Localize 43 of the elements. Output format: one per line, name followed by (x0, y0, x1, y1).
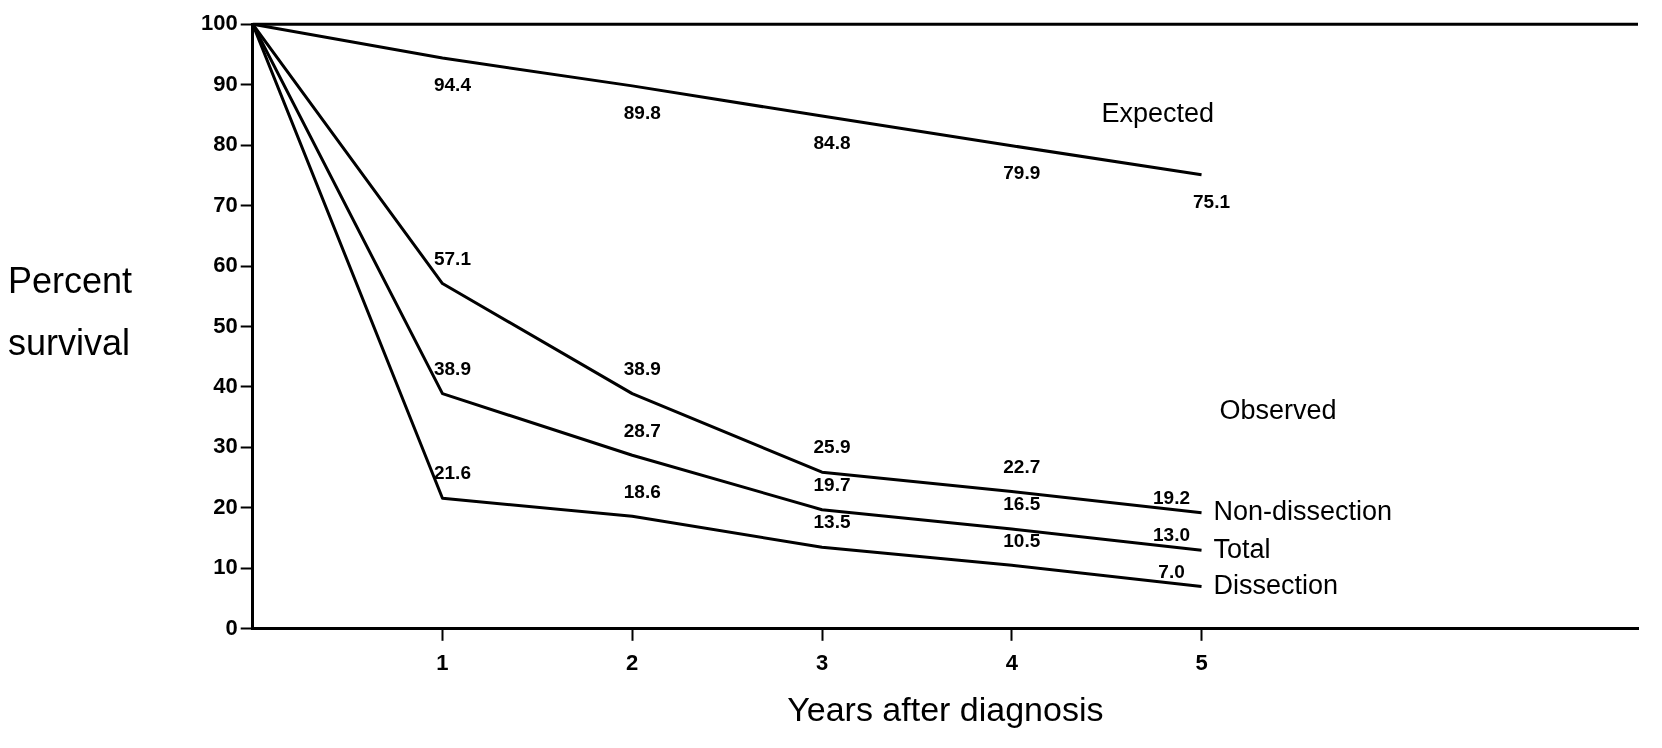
data-label: 25.9 (813, 436, 851, 458)
x-tick-label: 5 (1195, 650, 1208, 676)
y-tick-label: 90 (213, 70, 238, 96)
data-label: 18.6 (623, 480, 661, 502)
data-label: 13.5 (813, 511, 851, 533)
x-tick-label: 1 (436, 650, 449, 676)
data-label: 84.8 (813, 132, 851, 154)
data-label: 22.7 (1003, 455, 1041, 477)
x-tick-label: 4 (1005, 650, 1019, 676)
y-tick-label: 0 (225, 614, 238, 640)
y-tick-label: 100 (200, 10, 238, 36)
y-tick-label: 20 (213, 493, 238, 519)
data-label: 38.9 (623, 357, 661, 379)
data-label: 7.0 (1158, 560, 1185, 582)
y-tick-label: 80 (213, 131, 238, 157)
data-label: 79.9 (1003, 161, 1041, 183)
data-label: 75.1 (1193, 190, 1231, 212)
data-label: 89.8 (623, 102, 661, 124)
series-label: Total (1213, 533, 1271, 564)
data-label: 21.6 (433, 462, 471, 484)
data-label: 10.5 (1003, 529, 1041, 551)
y-tick-label: 50 (213, 312, 238, 338)
series-label: Expected (1101, 98, 1215, 129)
data-label: 38.9 (433, 357, 471, 379)
series-label: Dissection (1213, 569, 1339, 600)
y-tick-label: 40 (213, 373, 238, 399)
data-label: 28.7 (623, 419, 661, 441)
y-axis-title: Percent survival (8, 259, 134, 365)
y-tick-label: 10 (213, 554, 238, 580)
data-label: 19.7 (813, 473, 851, 495)
series-label: Non-dissection (1213, 496, 1393, 527)
data-label: 16.5 (1003, 493, 1041, 515)
x-tick-label: 2 (626, 650, 639, 676)
data-label: 94.4 (433, 74, 472, 96)
y-tick-label: 70 (213, 191, 238, 217)
annotation: Observed (1219, 394, 1337, 425)
x-axis-title: Years after diagnosis (787, 689, 1104, 728)
x-tick-label: 3 (815, 650, 829, 676)
y-tick-label: 30 (213, 433, 238, 459)
data-label: 13.0 (1153, 524, 1191, 546)
data-label: 19.2 (1153, 486, 1191, 508)
data-label: 57.1 (433, 247, 472, 269)
y-tick-label: 60 (213, 252, 238, 278)
